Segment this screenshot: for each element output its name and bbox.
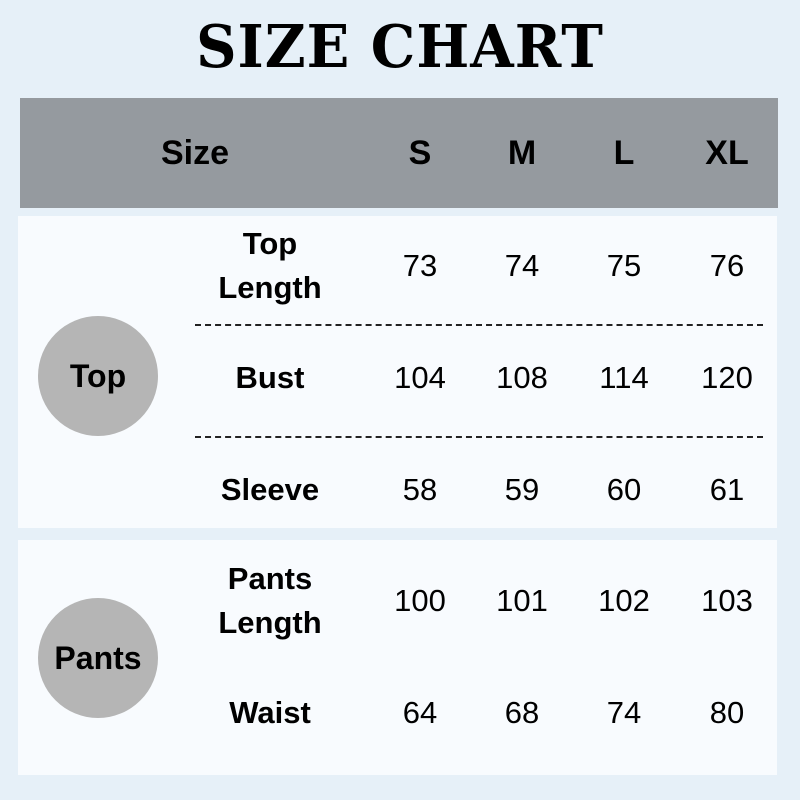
top-group-panel: Top Top Length 73 74 75 76 Bust 104 108 114 120 Sl… (18, 216, 777, 528)
size-xl-header: XL (705, 134, 749, 172)
measurement-value: 102 (598, 583, 650, 618)
measurement-value: 64 (402, 695, 438, 730)
measurement-label: Top Length (218, 226, 322, 305)
measurement-value: 104 (394, 360, 446, 395)
row-divider (195, 324, 763, 326)
measurement-value: 120 (701, 360, 753, 395)
measurement-value: 101 (496, 583, 548, 618)
measurement-value: 80 (709, 695, 745, 730)
group-badge-pants: Pants (38, 598, 158, 718)
measurement-value: 114 (599, 360, 649, 395)
pants-group-panel: Pants Pants Length 100 101 102 103 Waist 64 68 7… (18, 540, 777, 775)
measurement-value: 58 (402, 472, 438, 507)
measurement-label: Waist (229, 695, 311, 730)
measurement-value: 61 (709, 472, 745, 507)
size-header: Size (160, 134, 230, 172)
measurement-value: 108 (496, 360, 548, 395)
group-badge-top: Top (38, 316, 158, 436)
size-m-header: M (507, 134, 537, 172)
row-divider (195, 436, 763, 438)
measurement-value: 76 (709, 248, 745, 283)
measurement-value: 103 (701, 583, 753, 618)
page-title: SIZE CHART (196, 12, 604, 82)
measurement-value: 68 (504, 695, 540, 730)
measurement-value: 73 (402, 248, 438, 283)
measurement-value: 75 (606, 248, 642, 283)
measurement-value: 100 (394, 583, 446, 618)
measurement-label: Sleeve (220, 472, 320, 507)
measurement-value: 60 (606, 472, 642, 507)
size-l-header: L (613, 134, 635, 172)
measurement-value: 59 (504, 472, 540, 507)
measurement-label: Bust (235, 360, 305, 395)
size-s-header: S (408, 134, 432, 172)
table-header: Size S M L XL (20, 98, 778, 208)
measurement-value: 74 (504, 248, 540, 283)
measurement-label: Pants Length (218, 561, 322, 640)
measurement-value: 74 (606, 695, 642, 730)
